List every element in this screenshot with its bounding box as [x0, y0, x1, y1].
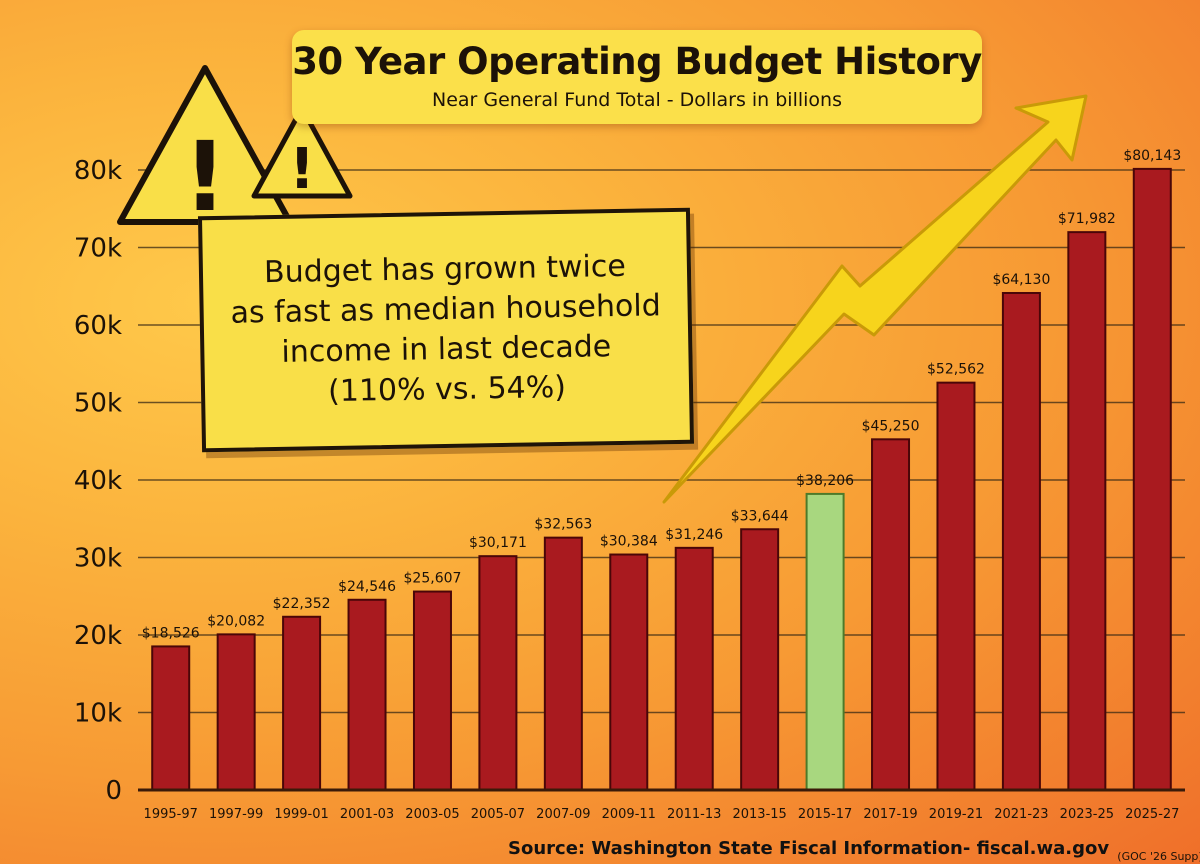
bar — [936, 381, 976, 791]
warning-icon-small-glyph: ! — [289, 137, 315, 202]
x-tick-label: 2011-13 — [667, 807, 721, 822]
data-label: $45,250 — [862, 418, 920, 434]
y-axis-ticks: 0 10k 20k 30k 40k 50k 60k 70k 80k — [74, 156, 122, 806]
bar — [347, 598, 387, 791]
x-tick-label: 2019-21 — [929, 807, 983, 822]
data-label: $25,607 — [404, 571, 462, 587]
bar — [740, 528, 780, 791]
data-label: $38,206 — [796, 473, 854, 489]
data-label: $64,130 — [992, 272, 1050, 288]
data-label: $30,171 — [469, 535, 527, 551]
source-citation: Source: Washington State Fiscal Informat… — [508, 838, 1110, 859]
x-tick-label: 2013-15 — [732, 807, 786, 822]
x-tick-label: 2005-07 — [471, 807, 525, 822]
data-label: $30,384 — [600, 534, 658, 550]
bar — [805, 492, 845, 791]
callout-line-3: income in last decade — [281, 329, 612, 370]
y-tick-label: 40k — [74, 466, 122, 496]
y-tick-label: 20k — [74, 621, 122, 651]
y-tick-label: 60k — [74, 311, 122, 341]
chart-title-box: 30 Year Operating Budget History Near Ge… — [292, 30, 982, 124]
data-label: $80,143 — [1123, 148, 1181, 164]
x-tick-label: 1999-01 — [274, 807, 328, 822]
y-tick-label: 10k — [74, 699, 122, 729]
data-label: $71,982 — [1058, 211, 1116, 227]
data-label: $18,526 — [142, 625, 200, 641]
growth-callout: Budget has grown twice as fast as median… — [197, 207, 695, 453]
data-label: $20,082 — [207, 613, 265, 629]
data-label: $24,546 — [338, 579, 396, 595]
x-tick-label: 2025-27 — [1125, 807, 1179, 822]
chart-subtitle: Near General Fund Total - Dollars in bil… — [431, 89, 842, 111]
bar — [216, 633, 256, 791]
bar — [871, 438, 911, 791]
x-tick-label: 2009-11 — [602, 807, 656, 822]
y-tick-label: 0 — [105, 776, 122, 806]
bar — [609, 553, 649, 791]
data-label: $22,352 — [273, 596, 331, 612]
x-tick-label: 2015-17 — [798, 807, 852, 822]
warning-icon-small: ! — [251, 105, 353, 202]
x-tick-label: 2001-03 — [340, 807, 394, 822]
y-tick-label: 30k — [74, 544, 122, 574]
y-tick-label: 50k — [74, 389, 122, 419]
data-label: $31,246 — [665, 527, 723, 543]
callout-line-1: Budget has grown twice — [263, 248, 627, 291]
y-tick-label: 70k — [74, 234, 122, 264]
warning-icon: ! — [117, 65, 293, 233]
bar — [1132, 167, 1172, 792]
data-label: $52,562 — [927, 362, 985, 378]
bar — [543, 536, 583, 792]
bar — [674, 546, 714, 791]
callout-line-4: (110% vs. 54%) — [327, 369, 567, 410]
data-label: $33,644 — [731, 508, 789, 524]
bar — [412, 590, 452, 792]
bar — [282, 615, 322, 791]
bar — [1067, 231, 1107, 791]
x-tick-label: 1997-99 — [209, 807, 263, 822]
bar — [478, 555, 518, 791]
rising-arrow-icon — [662, 94, 1088, 504]
data-label: $32,563 — [534, 517, 592, 533]
x-tick-label: 2007-09 — [536, 807, 590, 822]
bar — [1001, 291, 1041, 791]
x-tick-label: 1995-97 — [144, 807, 198, 822]
y-tick-label: 80k — [74, 156, 122, 186]
chart-title: 30 Year Operating Budget History — [292, 40, 982, 83]
x-tick-label: 2021-23 — [994, 807, 1048, 822]
bars — [151, 167, 1172, 792]
bar — [151, 645, 191, 792]
x-tick-note-last: (GOC '26 Supp) — [1117, 850, 1200, 863]
warning-icon-glyph: ! — [183, 121, 227, 233]
x-tick-label: 2003-05 — [405, 807, 459, 822]
x-tick-label: 2017-19 — [863, 807, 917, 822]
x-axis-ticks: 1995-97 1997-99 1999-01 2001-03 2003-05 2005-… — [144, 807, 1180, 822]
x-tick-label: 2023-25 — [1060, 807, 1114, 822]
data-labels: $18,526 $20,082 $22,352 $24,546 $25,607 $30,1… — [142, 148, 1181, 642]
